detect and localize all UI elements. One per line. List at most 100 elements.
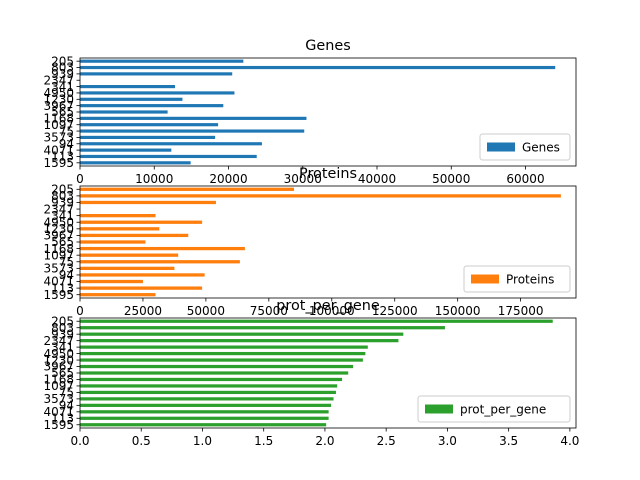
legend: Genes	[479, 133, 571, 161]
x-tick-label: 75000	[250, 304, 288, 318]
legend: Proteins	[463, 265, 571, 293]
legend-swatch	[471, 274, 499, 284]
x-tick-label: 25000	[124, 304, 162, 318]
bar-1230	[80, 97, 183, 101]
y-tick-label: 4950	[43, 215, 74, 229]
y-tick-label: 75	[59, 255, 74, 269]
y-tick-label: 205	[51, 314, 74, 328]
bar-341	[80, 345, 368, 349]
x-tick-label: 0	[76, 304, 84, 318]
x-tick-label: 1.0	[193, 434, 212, 448]
y-tick-label: 939	[51, 67, 74, 81]
y-tick-label: 94	[59, 399, 74, 413]
bar-341	[80, 214, 156, 218]
bar-4950	[80, 351, 366, 356]
y-tick-label: 205	[51, 182, 74, 196]
x-tick-label: 50000	[432, 172, 470, 186]
y-tick-label: 341	[51, 209, 74, 223]
y-tick-label: 803	[51, 321, 74, 335]
bar-75	[80, 390, 336, 395]
y-tick-label: 939	[51, 327, 74, 341]
bar-565	[80, 371, 349, 375]
y-tick-label: 4950	[43, 86, 74, 100]
y-tick-label: 1595	[43, 288, 74, 302]
bar-4071	[80, 410, 329, 414]
bar-113	[80, 286, 203, 290]
bar-4950	[80, 91, 235, 95]
y-tick-label: 3573	[43, 131, 74, 145]
y-tick-label: 1230	[43, 222, 74, 236]
y-tick-label: 113	[51, 150, 74, 164]
y-tick-label: 1168	[43, 112, 74, 126]
bar-94	[80, 403, 332, 407]
chart-title: prot_per_gene	[276, 298, 380, 314]
bar-3573	[80, 135, 216, 139]
bar-205	[80, 187, 295, 191]
x-tick-label: 175000	[498, 304, 544, 318]
y-tick-label: 565	[51, 235, 74, 249]
bar-113	[80, 154, 257, 159]
bar-3967	[80, 233, 189, 238]
legend-frame	[417, 395, 571, 423]
x-tick-label: 2.0	[315, 434, 334, 448]
x-tick-label: 10000	[135, 172, 173, 186]
y-tick-label: 113	[51, 281, 74, 295]
y-tick-label: 3967	[43, 99, 74, 113]
bar-1595	[80, 423, 327, 427]
y-tick-label: 1230	[43, 353, 74, 367]
y-tick-label: 75	[59, 124, 74, 138]
bar-803	[80, 65, 556, 70]
y-tick-label: 341	[51, 80, 74, 94]
y-tick-label: 565	[51, 105, 74, 119]
bar-94	[80, 142, 262, 146]
y-tick-label: 939	[51, 196, 74, 210]
x-tick-label: 3.5	[499, 434, 518, 448]
chart-title: Proteins	[299, 166, 357, 182]
bar-113	[80, 416, 329, 420]
y-tick-label: 1595	[43, 156, 74, 170]
y-tick-label: 3967	[43, 360, 74, 374]
x-tick-label: 4.0	[560, 434, 579, 448]
bar-1168	[80, 377, 343, 382]
y-tick-label: 75	[59, 386, 74, 400]
bar-75	[80, 129, 305, 133]
legend-label: Genes	[522, 140, 560, 154]
legend-swatch	[487, 142, 515, 152]
y-tick-label: 4950	[43, 347, 74, 361]
x-tick-label: 0	[76, 172, 84, 186]
y-tick-label: 2347	[43, 334, 74, 348]
x-tick-label: 3.0	[438, 434, 457, 448]
y-tick-label: 3573	[43, 392, 74, 406]
bar-1595	[80, 293, 156, 297]
legend-label: Proteins	[506, 272, 554, 286]
bar-565	[80, 240, 146, 244]
y-tick-label: 1097	[43, 118, 74, 132]
chart-panel-1: 2058039392347341495012303967565116810977…	[43, 38, 577, 186]
y-tick-label: 803	[51, 189, 74, 203]
bar-803	[80, 326, 445, 330]
bar-1168	[80, 246, 245, 251]
y-tick-label: 94	[59, 137, 74, 151]
x-tick-label: 100000	[309, 304, 355, 318]
bar-75	[80, 260, 240, 264]
x-tick-label: 1.5	[254, 434, 273, 448]
bar-4950	[80, 220, 203, 224]
x-tick-label: 60000	[506, 172, 544, 186]
bar-205	[80, 319, 553, 323]
y-tick-label: 1097	[43, 248, 74, 262]
x-tick-label: 40000	[358, 172, 396, 186]
y-tick-label: 565	[51, 366, 74, 380]
bar-803	[80, 194, 561, 198]
bar-94	[80, 273, 205, 277]
y-tick-label: 3573	[43, 262, 74, 276]
y-tick-label: 1230	[43, 92, 74, 106]
x-tick-label: 125000	[372, 304, 418, 318]
y-tick-label: 341	[51, 340, 74, 354]
bar-205	[80, 59, 244, 63]
bar-3967	[80, 364, 354, 369]
x-tick-label: 30000	[284, 172, 322, 186]
y-tick-label: 4071	[43, 275, 74, 289]
bar-4071	[80, 148, 172, 152]
y-tick-label: 113	[51, 411, 74, 425]
